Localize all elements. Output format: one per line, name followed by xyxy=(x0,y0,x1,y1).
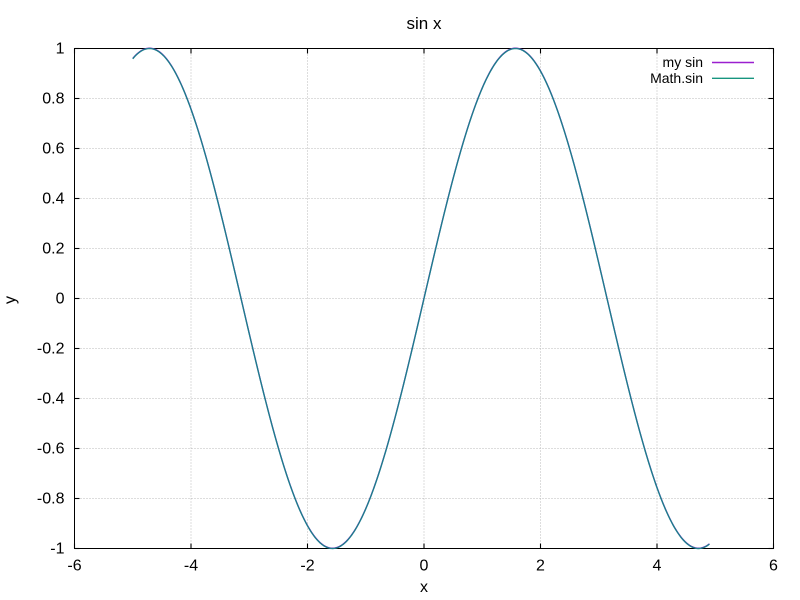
svg-text:-0.4: -0.4 xyxy=(37,391,65,408)
svg-text:0.8: 0.8 xyxy=(42,91,64,108)
svg-text:0: 0 xyxy=(56,291,65,308)
svg-text:0.4: 0.4 xyxy=(42,191,64,208)
svg-text:y: y xyxy=(2,296,19,304)
svg-text:my sin: my sin xyxy=(663,54,703,70)
svg-text:0.2: 0.2 xyxy=(42,241,64,258)
svg-text:-2: -2 xyxy=(300,558,314,575)
svg-text:-4: -4 xyxy=(184,558,198,575)
svg-text:Math.sin: Math.sin xyxy=(650,70,703,86)
svg-text:sin x: sin x xyxy=(407,14,442,33)
svg-text:-0.8: -0.8 xyxy=(37,491,65,508)
svg-text:-6: -6 xyxy=(67,558,81,575)
svg-text:-0.6: -0.6 xyxy=(37,441,65,458)
svg-text:x: x xyxy=(420,579,428,596)
svg-text:2: 2 xyxy=(536,558,545,575)
svg-text:1: 1 xyxy=(56,41,65,58)
svg-text:0.6: 0.6 xyxy=(42,141,64,158)
svg-text:6: 6 xyxy=(769,558,778,575)
svg-text:0: 0 xyxy=(420,558,429,575)
svg-text:-0.2: -0.2 xyxy=(37,341,65,358)
svg-text:4: 4 xyxy=(653,558,662,575)
svg-text:-1: -1 xyxy=(50,541,64,558)
